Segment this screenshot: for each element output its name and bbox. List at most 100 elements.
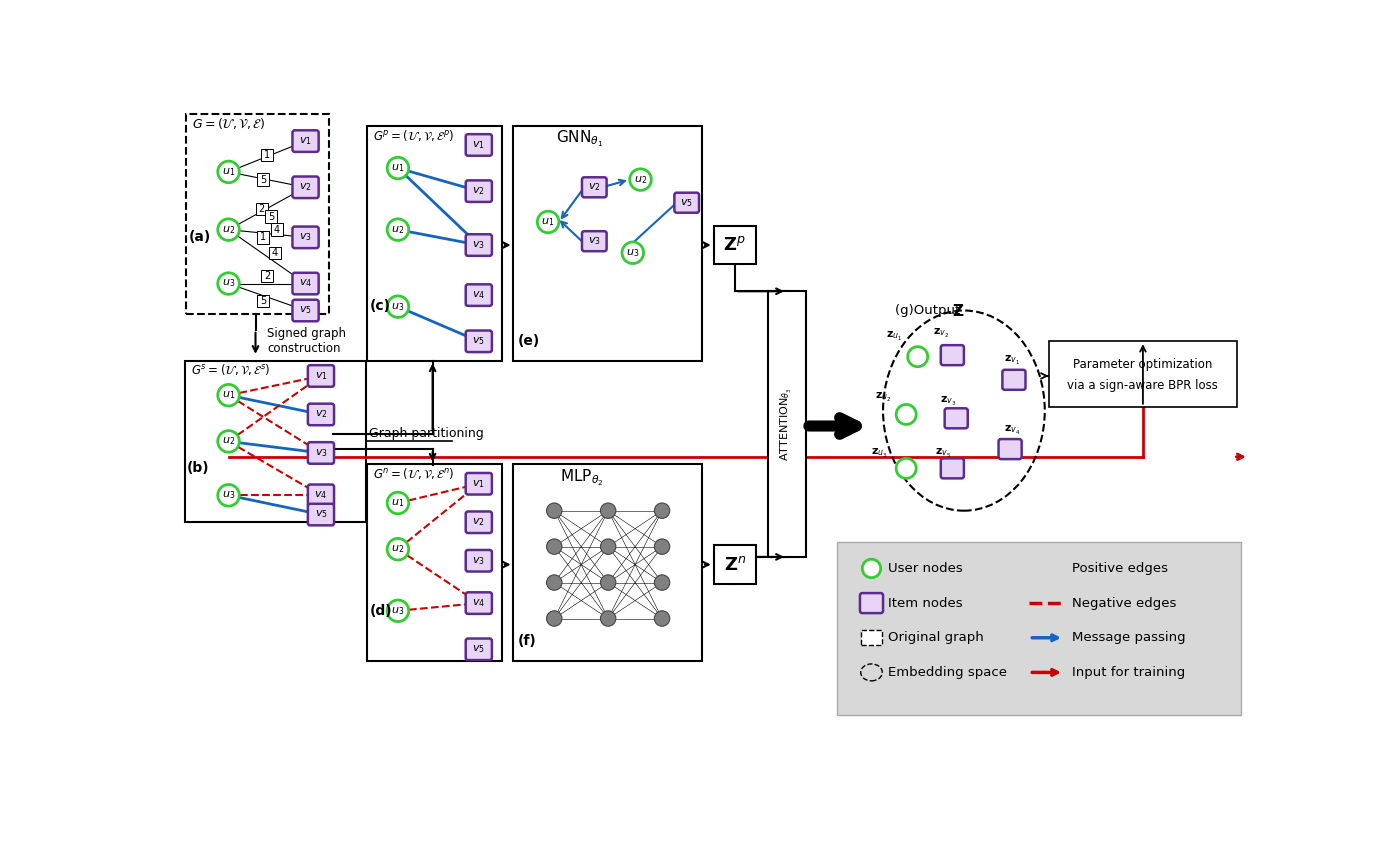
Circle shape (896, 458, 916, 478)
Circle shape (907, 346, 928, 367)
Text: $v_4$: $v_4$ (472, 597, 486, 609)
Text: $\mathbf{z}_{u_1}$: $\mathbf{z}_{u_1}$ (886, 329, 903, 343)
Text: $v_2$: $v_2$ (315, 409, 328, 421)
Bar (714, 545, 756, 584)
FancyBboxPatch shape (308, 365, 335, 386)
Circle shape (388, 492, 409, 514)
Text: $v_4$: $v_4$ (315, 489, 328, 501)
Text: $u_3$: $u_3$ (391, 301, 405, 313)
Text: $v_1$: $v_1$ (472, 139, 486, 150)
Text: Graph partitioning: Graph partitioning (370, 428, 484, 440)
FancyBboxPatch shape (998, 439, 1022, 459)
Circle shape (218, 219, 239, 240)
Text: $v_2$: $v_2$ (300, 181, 312, 193)
FancyBboxPatch shape (466, 511, 491, 533)
Circle shape (218, 431, 239, 452)
Text: $u_1$: $u_1$ (223, 166, 235, 178)
FancyBboxPatch shape (293, 130, 319, 152)
Text: $\mathbf{z}_{v_3}$: $\mathbf{z}_{v_3}$ (941, 395, 956, 408)
Text: $G = (\mathcal{U}, \mathcal{V}, \mathcal{E})$: $G = (\mathcal{U}, \mathcal{V}, \mathcal… (192, 116, 266, 131)
Text: (e): (e) (517, 334, 539, 348)
FancyBboxPatch shape (293, 300, 319, 321)
FancyBboxPatch shape (941, 458, 963, 478)
Text: $v_5$: $v_5$ (300, 304, 312, 316)
Bar (185, 361, 365, 522)
FancyBboxPatch shape (466, 234, 491, 256)
Circle shape (218, 161, 239, 183)
FancyBboxPatch shape (293, 273, 319, 294)
Text: Parameter optimization: Parameter optimization (1074, 358, 1212, 371)
FancyBboxPatch shape (308, 485, 335, 506)
Bar (186, 115, 329, 315)
FancyBboxPatch shape (466, 180, 491, 202)
FancyBboxPatch shape (466, 639, 491, 660)
Text: $u_3$: $u_3$ (221, 489, 235, 501)
Text: (g)Output: (g)Output (895, 304, 965, 317)
Text: $G^p = (\mathcal{U}, \mathcal{V}, \mathcal{E}^p)$: $G^p = (\mathcal{U}, \mathcal{V}, \mathc… (374, 127, 455, 143)
Circle shape (546, 503, 561, 518)
Text: Signed graph
construction: Signed graph construction (267, 327, 346, 356)
FancyBboxPatch shape (269, 246, 281, 259)
Text: $v_5$: $v_5$ (472, 644, 486, 655)
FancyBboxPatch shape (582, 177, 606, 198)
Circle shape (654, 575, 669, 590)
Text: $u_2$: $u_2$ (223, 224, 235, 235)
Text: $\mathrm{GNN}_{\theta_1}$: $\mathrm{GNN}_{\theta_1}$ (556, 128, 603, 150)
Text: $\mathbf{Z}^p$: $\mathbf{Z}^p$ (724, 236, 746, 254)
Text: $v_1$: $v_1$ (300, 135, 312, 147)
Bar (1049, 341, 1238, 407)
Text: $u_2$: $u_2$ (634, 174, 647, 186)
Text: $v_5$: $v_5$ (680, 197, 693, 209)
FancyBboxPatch shape (466, 473, 491, 494)
Text: 4: 4 (272, 248, 277, 257)
Text: 5: 5 (260, 297, 266, 306)
Text: 5: 5 (267, 211, 274, 221)
Text: $G^n = (\mathcal{U}, \mathcal{V}, \mathcal{E}^n)$: $G^n = (\mathcal{U}, \mathcal{V}, \mathc… (374, 466, 455, 481)
Circle shape (601, 503, 616, 518)
Circle shape (654, 610, 669, 626)
Text: $v_3$: $v_3$ (300, 232, 312, 244)
Text: $\mathbf{z}_{v_5}$: $\mathbf{z}_{v_5}$ (935, 447, 951, 460)
Bar (367, 126, 501, 361)
Circle shape (601, 575, 616, 590)
Text: $v_1$: $v_1$ (315, 370, 328, 382)
FancyBboxPatch shape (1002, 370, 1025, 390)
Circle shape (388, 157, 409, 179)
Text: $v_2$: $v_2$ (588, 181, 601, 193)
FancyBboxPatch shape (258, 295, 269, 308)
Bar (767, 292, 806, 557)
Text: 1: 1 (265, 150, 270, 160)
Text: $u_1$: $u_1$ (542, 216, 554, 227)
Circle shape (601, 610, 616, 626)
Text: Message passing: Message passing (1072, 631, 1186, 645)
Text: $v_3$: $v_3$ (588, 235, 601, 247)
Circle shape (862, 559, 881, 578)
Text: $u_3$: $u_3$ (626, 247, 640, 259)
Text: $v_3$: $v_3$ (472, 555, 486, 567)
Circle shape (546, 539, 561, 554)
Text: User nodes: User nodes (889, 562, 963, 575)
Circle shape (388, 219, 409, 240)
Text: $\mathrm{ATTENTION}_{\theta_3}$: $\mathrm{ATTENTION}_{\theta_3}$ (780, 387, 794, 461)
FancyBboxPatch shape (258, 231, 269, 244)
FancyBboxPatch shape (861, 630, 882, 646)
Text: $G^s = (\mathcal{U}, \mathcal{V}, \mathcal{E}^s)$: $G^s = (\mathcal{U}, \mathcal{V}, \mathc… (190, 363, 270, 377)
Circle shape (388, 539, 409, 560)
Text: (c): (c) (370, 299, 391, 314)
Text: 5: 5 (260, 174, 266, 185)
Text: $v_3$: $v_3$ (472, 239, 486, 251)
Text: $\mathbf{z}_{u_2}$: $\mathbf{z}_{u_2}$ (875, 391, 892, 404)
Text: $u_3$: $u_3$ (221, 278, 235, 290)
Circle shape (388, 296, 409, 317)
Text: $v_2$: $v_2$ (472, 516, 486, 528)
Text: $u_1$: $u_1$ (392, 162, 405, 174)
FancyBboxPatch shape (308, 442, 335, 463)
Text: $\mathbf{Z}$: $\mathbf{Z}$ (952, 303, 965, 319)
FancyBboxPatch shape (258, 174, 269, 186)
FancyBboxPatch shape (308, 404, 335, 425)
FancyBboxPatch shape (466, 593, 491, 614)
Text: $u_2$: $u_2$ (223, 435, 235, 447)
Text: (b): (b) (188, 461, 210, 475)
Bar (514, 464, 703, 661)
Bar (837, 541, 1240, 715)
